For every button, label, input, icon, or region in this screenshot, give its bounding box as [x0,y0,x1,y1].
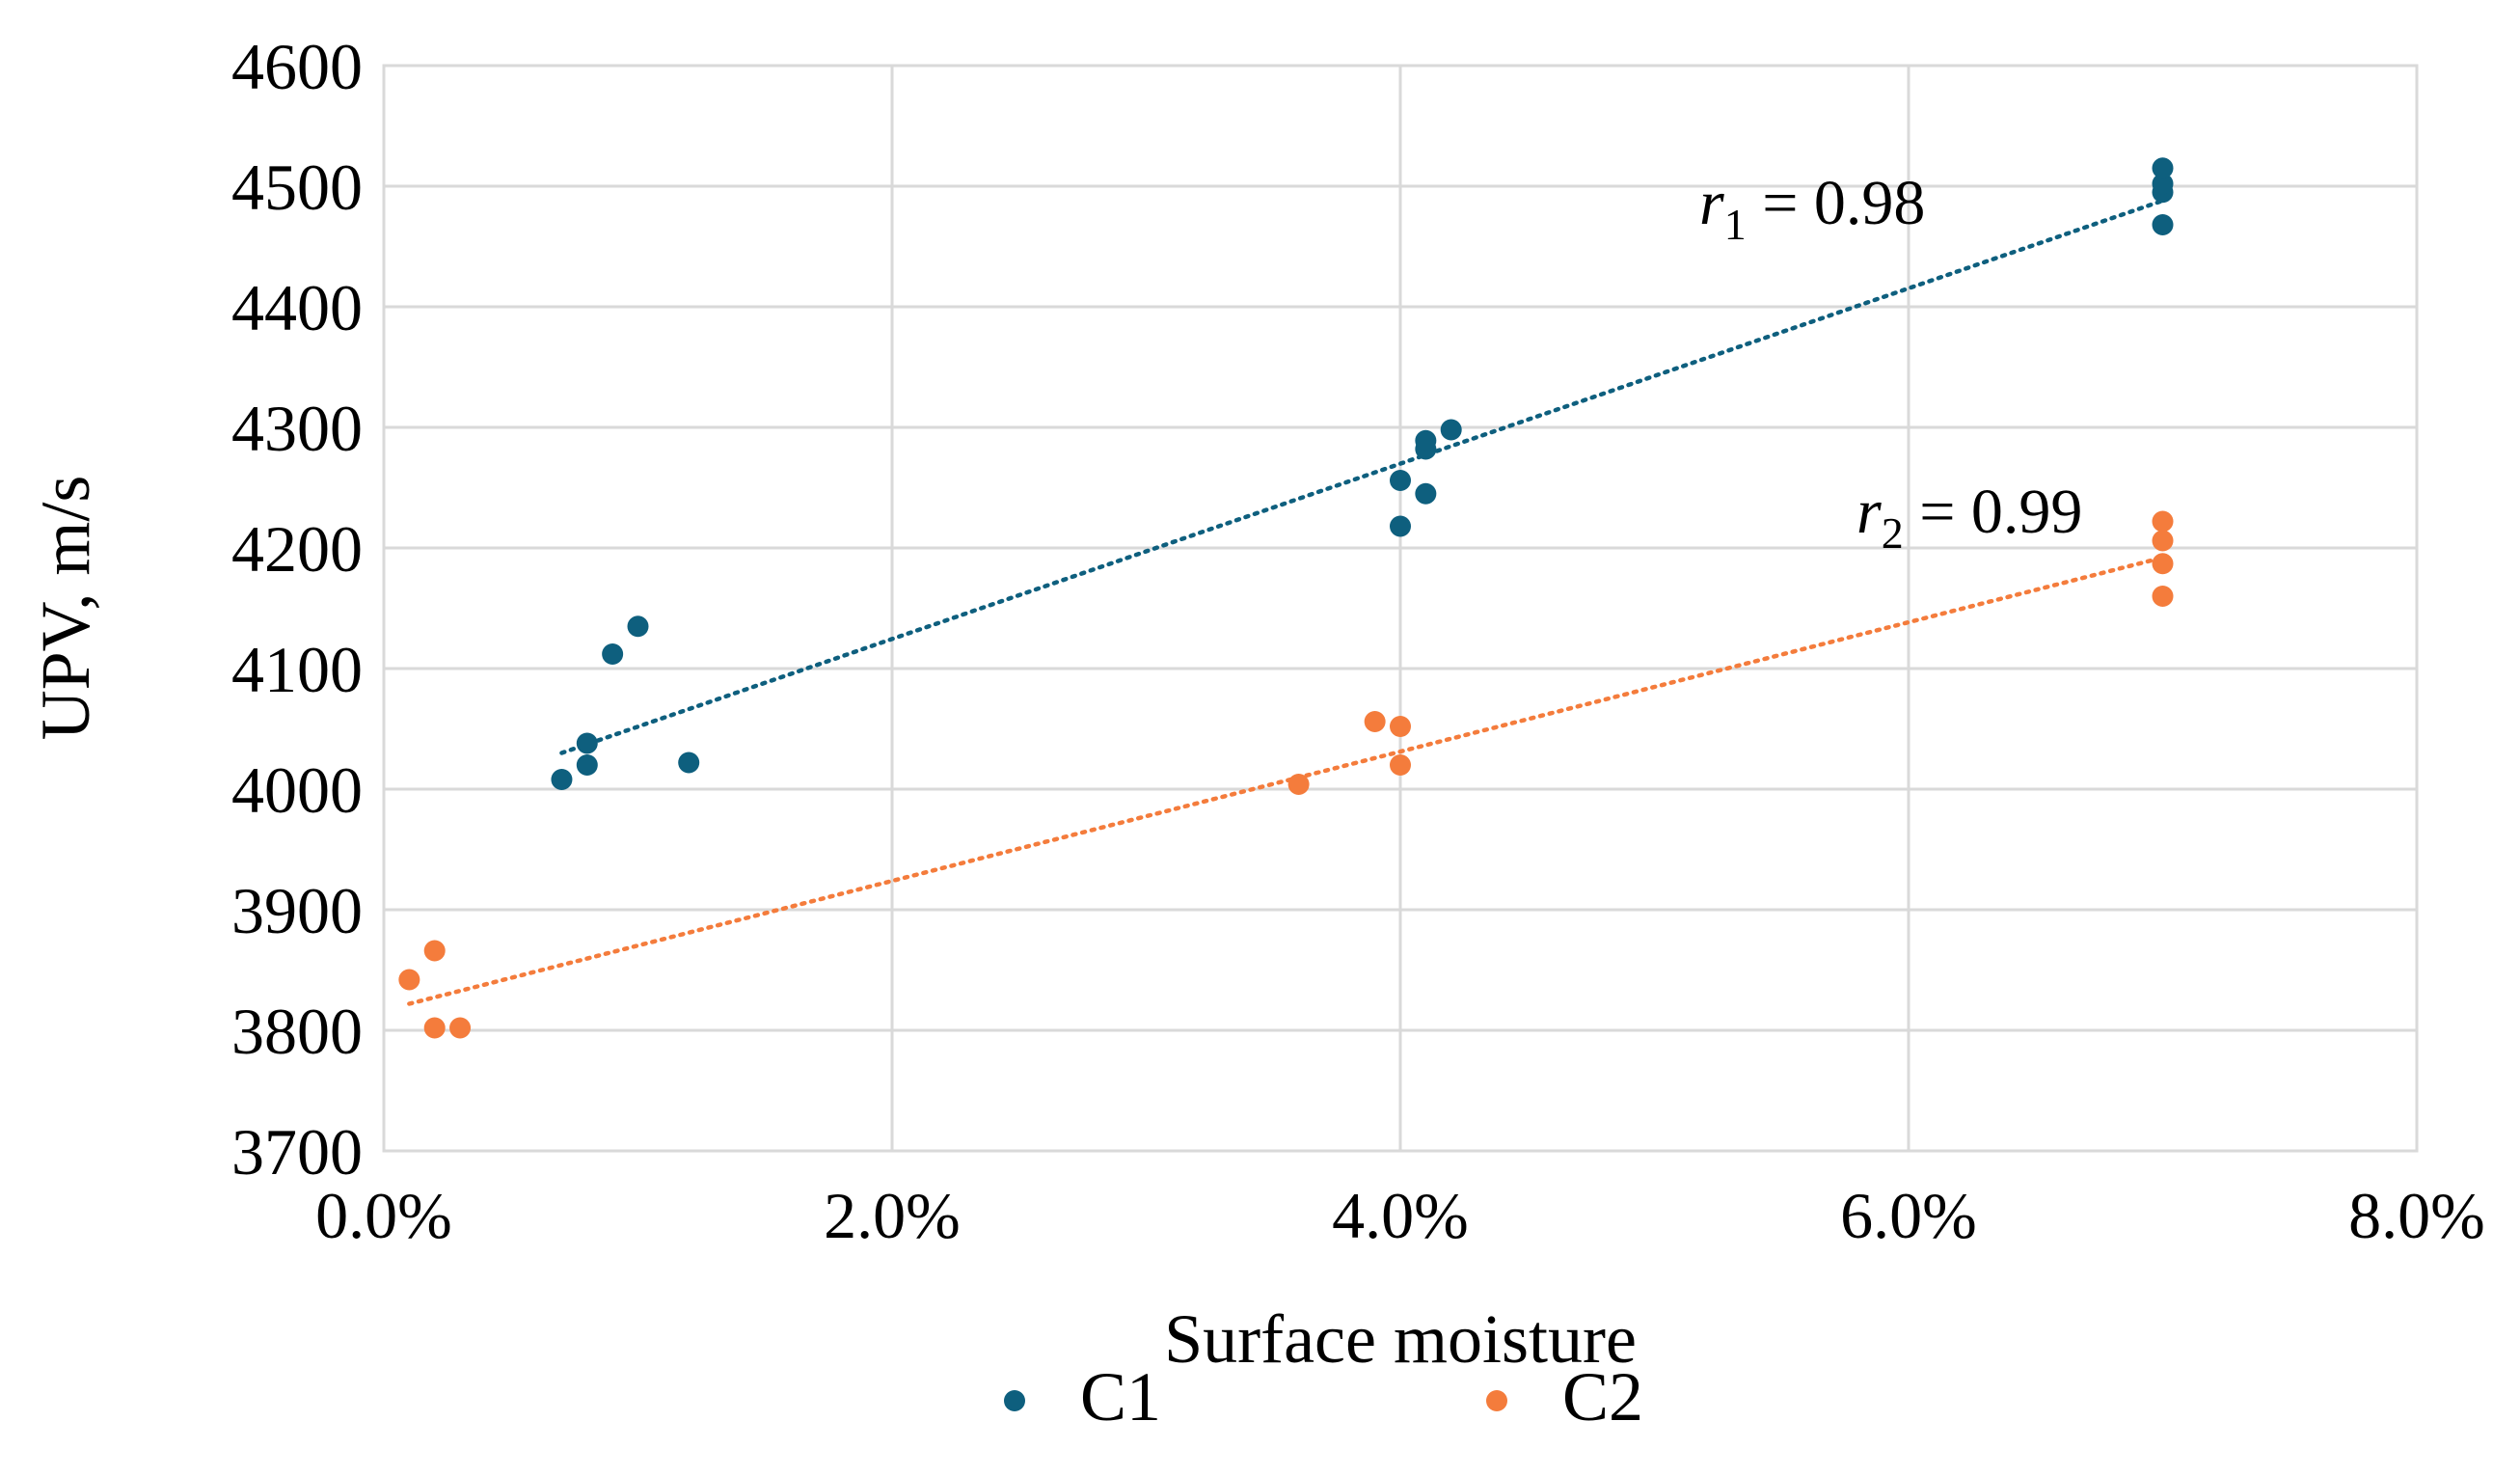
x-tick-label: 6.0% [1840,1179,1977,1252]
correlation-symbol: r [1856,477,1882,547]
data-point-c2 [423,1017,446,1039]
correlation-label-c1: r1 = 0.98 [1699,168,1925,249]
legend-marker-c1 [1004,1390,1025,1411]
correlation-value: = 0.98 [1747,168,1926,238]
x-axis-title: Surface moisture [1164,1300,1637,1378]
legend: C1 C2 [1004,1358,1643,1435]
correlation-label-c2: r2 = 0.99 [1856,477,2082,558]
data-point-c1 [602,643,624,665]
data-point-c2 [2152,510,2174,533]
data-point-c1 [551,769,573,790]
trendline-c1 [559,198,2165,755]
data-point-c2 [2152,553,2174,575]
data-point-c1 [627,615,649,638]
y-tick-label: 4500 [231,150,363,224]
data-point-c1 [1390,515,1411,537]
correlation-value: = 0.99 [1904,477,2083,547]
correlation-subscript: 1 [1724,200,1747,249]
legend-label-c2: C2 [1562,1358,1643,1435]
x-tick-label: 0.0% [315,1179,452,1252]
data-point-c2 [449,1017,472,1039]
legend-marker-c2 [1486,1390,1507,1411]
y-axis-title: UPV, m/s [27,476,104,741]
x-tick-label: 4.0% [1332,1179,1469,1252]
data-point-c1 [2152,157,2174,179]
trendline-c2 [407,555,2165,1006]
data-point-c2 [423,940,446,962]
data-points [398,157,2174,1039]
data-point-c2 [398,969,420,991]
data-point-c1 [1440,419,1462,441]
x-tick-label: 2.0% [824,1179,961,1252]
y-tick-label: 3800 [231,995,363,1068]
correlation-subscript: 2 [1882,508,1904,558]
data-point-c2 [1390,754,1411,776]
data-point-c2 [1364,711,1386,732]
data-point-c1 [576,732,598,754]
data-point-c2 [2152,586,2174,607]
grid-lines [382,64,2419,1153]
y-tick-label: 4300 [231,392,363,465]
data-point-c1 [1415,482,1437,505]
legend-label-c1: C1 [1080,1358,1161,1435]
y-axis-tick-labels: 3700 3800 3900 4000 4100 4200 4300 4400 4500 4600 [231,30,363,1189]
correlation-symbol: r [1699,168,1724,238]
data-point-c2 [2152,530,2174,552]
data-point-c1 [1390,470,1411,491]
y-tick-label: 4400 [231,271,363,344]
y-tick-label: 4100 [231,633,363,706]
y-tick-label: 3700 [231,1115,363,1189]
data-point-c1 [1415,429,1437,451]
x-axis-tick-labels: 0.0% 2.0% 4.0% 6.0% 8.0% [315,1179,2485,1252]
y-tick-label: 4200 [231,512,363,586]
trendlines [407,198,2165,1006]
y-tick-label: 4600 [231,30,363,103]
data-point-c1 [2152,214,2174,235]
y-tick-label: 4000 [231,753,363,827]
data-point-c1 [678,752,700,774]
x-tick-label: 8.0% [2348,1179,2485,1252]
data-point-c2 [1390,716,1411,737]
data-point-c2 [1287,774,1310,795]
data-point-c1 [2152,173,2174,195]
data-point-c1 [576,754,598,776]
y-tick-label: 3900 [231,874,363,947]
plot-area-frame [382,64,2419,1153]
